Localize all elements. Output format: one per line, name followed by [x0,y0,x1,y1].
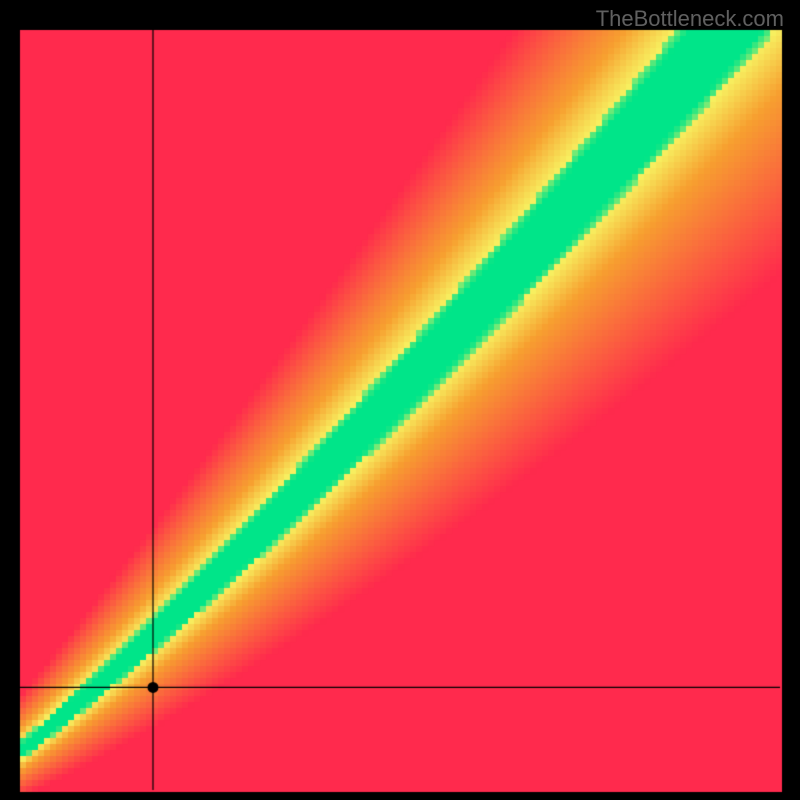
watermark-text: TheBottleneck.com [596,6,784,32]
bottleneck-heatmap [0,0,800,800]
chart-container: TheBottleneck.com [0,0,800,800]
